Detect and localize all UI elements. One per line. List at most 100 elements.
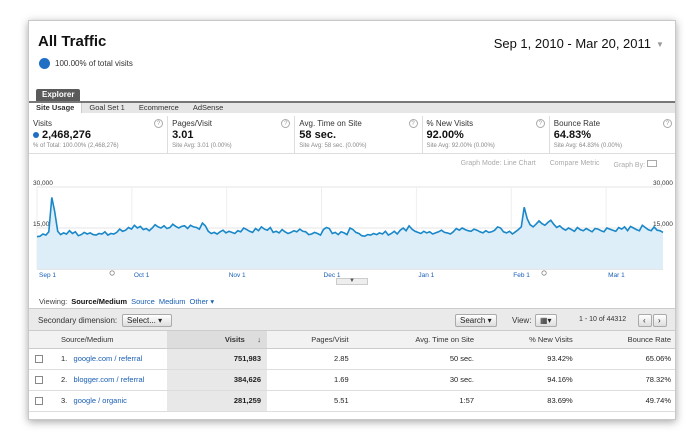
graph-by-label: Graph By: — [613, 162, 646, 169]
chevron-down-icon[interactable]: ▼ — [656, 40, 664, 49]
series-area — [37, 197, 663, 269]
subtab-goal-set-1[interactable]: Goal Set 1 — [89, 103, 125, 112]
metric-scorecards: Visits 2,468,276 % of Total: 100.00% (2,… — [29, 116, 675, 154]
metric-label: Avg. Time on Site — [299, 119, 362, 128]
dimension-medium[interactable]: Medium — [158, 297, 186, 306]
data-table: Source/Medium Visits ↓ Pages/Visit Avg. … — [29, 331, 675, 412]
x-tick-label: Dec 1 — [324, 272, 341, 279]
dimension-other-label: Other — [189, 297, 209, 306]
metric-value: 92.00% — [426, 129, 464, 141]
cell-pages-visit: 2.85 — [267, 348, 355, 370]
help-icon[interactable]: ? — [663, 119, 672, 128]
table-row: 2. blogger.com / referral 384,626 1.69 3… — [29, 369, 675, 391]
graph-mode-label: Graph Mode: — [460, 160, 502, 167]
subtab-ecommerce[interactable]: Ecommerce — [138, 103, 179, 112]
metric-value: 64.83% — [553, 129, 592, 141]
source-link[interactable]: google / organic — [73, 396, 127, 405]
col-visits-label: Visits — [224, 334, 245, 344]
metric-value: 2,468,276 — [42, 129, 91, 141]
page-title: All Traffic — [38, 33, 107, 50]
search-button[interactable]: Search ▾ — [455, 314, 497, 327]
row-checkbox[interactable] — [35, 355, 43, 363]
col-avg-time[interactable]: Avg. Time on Site — [354, 331, 481, 349]
calendar-icon[interactable] — [647, 160, 657, 167]
row-checkbox[interactable] — [35, 397, 43, 405]
cell-new-visits: 94.16% — [480, 369, 579, 391]
metric-bounce-rate[interactable]: Bounce Rate 64.83% Site Avg: 64.83% (0.0… — [550, 116, 675, 153]
row-number: 1. — [61, 354, 68, 363]
metric-sub: Site Avg: 92.00% (0.00%) — [426, 143, 495, 149]
metric-pages-per-visit[interactable]: Pages/Visit 3.01 Site Avg: 3.01 (0.00%) … — [168, 116, 296, 153]
visits-line-chart[interactable]: Sep 1 Oct 1 Nov 1 Dec 1 Jan 1 Feb 1 Mar 1 30,00… — [29, 169, 676, 299]
pie-chart-icon — [39, 58, 50, 69]
dimension-source[interactable]: Source — [131, 297, 155, 306]
analytics-panel: All Traffic Sep 1, 2010 - Mar 20, 2011 ▼… — [28, 20, 676, 420]
date-range-selector[interactable]: Sep 1, 2010 - Mar 20, 2011 — [493, 36, 651, 51]
dimension-other[interactable]: Other ▾ — [189, 297, 215, 306]
col-new-visits[interactable]: % New Visits — [480, 331, 579, 349]
select-label: Select... — [127, 316, 156, 325]
col-pages-visit[interactable]: Pages/Visit — [267, 331, 355, 349]
metric-avg-time[interactable]: Avg. Time on Site 58 sec. Site Avg: 58 s… — [295, 116, 423, 153]
cell-new-visits: 93.42% — [480, 348, 579, 370]
viewing-label: Viewing: — [39, 297, 68, 306]
search-label: Search — [460, 316, 486, 325]
collapse-graph-handle[interactable]: ▼ — [336, 278, 368, 285]
secondary-dimension-label: Secondary dimension: — [38, 316, 118, 325]
tab-explorer[interactable]: Explorer — [36, 89, 81, 101]
cell-visits: 751,983 — [167, 348, 267, 370]
compare-metric-link[interactable]: Compare Metric — [549, 160, 600, 167]
dimension-source-medium[interactable]: Source/Medium — [71, 297, 128, 306]
metric-label: Visits — [33, 119, 52, 128]
help-icon[interactable]: ? — [154, 119, 164, 128]
table-row: 1. google.com / referral 751,983 2.85 50… — [29, 348, 675, 370]
metric-new-visits[interactable]: % New Visits 92.00% Site Avg: 92.00% (0.… — [423, 116, 550, 153]
col-bounce-rate[interactable]: Bounce Rate — [578, 331, 675, 349]
graph-by[interactable]: Graph By: — [614, 160, 657, 169]
cell-avg-time: 50 sec. — [354, 348, 481, 370]
total-visits-summary: 100.00% of total visits — [39, 58, 133, 69]
cell-visits: 384,626 — [167, 369, 267, 391]
metric-sub: % of Total: 100.00% (2,468,276) — [33, 143, 119, 149]
metric-visits[interactable]: Visits 2,468,276 % of Total: 100.00% (2,… — [29, 116, 169, 153]
subtab-adsense[interactable]: AdSense — [192, 103, 224, 112]
next-page-button[interactable]: › — [653, 314, 667, 327]
pct-total-text: 100.00% of total visits — [55, 59, 133, 68]
metric-value: 3.01 — [172, 129, 194, 141]
secondary-dimension-select[interactable]: Select... ▾ — [122, 314, 172, 327]
metric-sub: Site Avg: 3.01 (0.00%) — [172, 143, 232, 149]
col-visits[interactable]: Visits ↓ — [167, 331, 267, 349]
y-tick-label-left: 15,000 — [33, 221, 53, 228]
x-tick-label: Nov 1 — [229, 272, 246, 279]
help-icon[interactable]: ? — [535, 119, 545, 128]
source-link[interactable]: blogger.com / referral — [73, 375, 145, 384]
series-dot-icon — [33, 132, 39, 138]
series-line — [36, 197, 664, 238]
cell-bounce-rate: 49.74% — [578, 390, 675, 412]
metric-label: Pages/Visit — [172, 119, 212, 128]
sort-desc-icon: ↓ — [257, 334, 261, 344]
prev-page-button[interactable]: ‹ — [638, 314, 652, 327]
help-icon[interactable]: ? — [408, 119, 418, 128]
view-grid-icon[interactable]: ▦▾ — [535, 314, 557, 327]
y-tick-label-left: 30,000 — [33, 180, 53, 187]
explorer-subtabs: Site Usage Goal Set 1 Ecommerce AdSense — [29, 101, 675, 113]
source-link[interactable]: google.com / referral — [73, 354, 143, 363]
graph-mode[interactable]: Graph Mode: Line Chart — [461, 160, 536, 169]
x-tick-label: Sep 1 — [39, 272, 56, 279]
annotation-marker — [541, 270, 547, 276]
x-tick-label: Jan 1 — [418, 272, 434, 279]
x-tick-label: Oct 1 — [134, 272, 150, 279]
row-checkbox[interactable] — [35, 376, 43, 384]
col-source-medium[interactable]: Source/Medium — [55, 331, 167, 349]
help-icon[interactable]: ? — [281, 119, 291, 128]
paging-info: 1 - 10 of 44312 — [579, 316, 627, 323]
cell-visits: 281,259 — [167, 390, 267, 412]
table-toolbar: Secondary dimension: Select... ▾ Search … — [29, 308, 675, 331]
subtab-site-usage[interactable]: Site Usage — [29, 103, 83, 113]
graph-options: Graph Mode: Line Chart Compare Metric Gr… — [461, 160, 657, 169]
y-tick-label-right: 15,000 — [653, 221, 673, 228]
metric-sub: Site Avg: 58 sec. (0.00%) — [299, 143, 367, 149]
row-number: 3. — [61, 396, 68, 405]
metric-value: 58 sec. — [299, 129, 336, 141]
